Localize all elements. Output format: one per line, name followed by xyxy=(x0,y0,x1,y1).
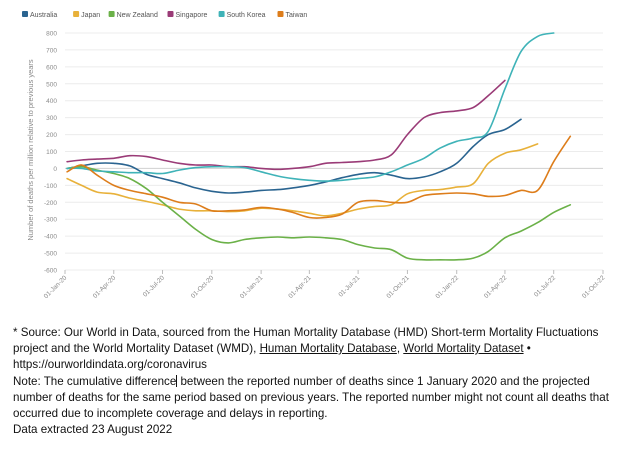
legend-item: Australia xyxy=(30,12,57,19)
series-lines xyxy=(66,32,572,261)
source-note: * Source: Our World in Data, sourced fro… xyxy=(13,326,599,372)
x-tick-label: 01-Apr-21 xyxy=(287,274,313,300)
x-tick-label: 01-Oct-20 xyxy=(190,274,216,300)
series-line-taiwan xyxy=(66,135,572,219)
legend-swatch xyxy=(22,11,28,17)
x-tick-label: 01-Oct-21 xyxy=(385,274,411,300)
y-tick-label: -400 xyxy=(44,234,57,241)
y-tick-label: 500 xyxy=(46,81,57,88)
x-tick-label: 01-Oct-22 xyxy=(581,274,607,300)
y-tick-label: 200 xyxy=(46,132,57,139)
y-tick-label: -200 xyxy=(44,200,57,207)
legend-item: Japan xyxy=(81,12,100,19)
y-tick-label: -300 xyxy=(44,217,57,224)
y-tick-label: -600 xyxy=(44,268,57,275)
hmd-link[interactable]: Human Mortality Database xyxy=(259,342,397,356)
grid-lines xyxy=(65,32,603,271)
x-tick-label: 01-Apr-20 xyxy=(92,274,118,300)
legend-swatch xyxy=(108,11,115,17)
y-tick-label: 100 xyxy=(46,149,57,156)
legend-item: South Korea xyxy=(227,12,266,19)
legend-swatch xyxy=(277,11,284,17)
y-tick-label: 700 xyxy=(46,47,57,54)
definition-note: Note: The cumulative difference between … xyxy=(13,374,609,421)
x-tick-label: 01-Jul-20 xyxy=(142,274,166,298)
deaths-line-chart: Australia Japan New Zealand Singapore South … xyxy=(22,11,607,300)
y-tick-label: 400 xyxy=(46,98,57,105)
series-line-singapore xyxy=(66,79,506,171)
extraction-date: Data extracted 23 August 2022 xyxy=(13,423,173,437)
series-line-new-zealand xyxy=(66,165,572,261)
y-tick-label: 300 xyxy=(46,115,57,122)
x-tick-label: 01-Jul-21 xyxy=(337,274,361,298)
y-axis-label: Number of deaths per million relative to… xyxy=(26,59,35,241)
x-tick-label: 01-Apr-22 xyxy=(483,274,509,300)
y-tick-label: 800 xyxy=(46,31,57,38)
legend-item: New Zealand xyxy=(117,12,158,19)
y-tick-label: -100 xyxy=(44,183,57,190)
text-cursor xyxy=(176,374,178,387)
legend-item: Singapore xyxy=(176,12,208,19)
y-axis-ticks: -600 -500 -400 -300 -200 -100 0 100 200 300 400 500… xyxy=(44,31,57,275)
legend-swatch xyxy=(218,11,225,17)
legend-swatch xyxy=(167,11,174,17)
chart-legend: Australia Japan New Zealand Singapore South … xyxy=(22,11,307,19)
x-tick-label: 01-Jan-21 xyxy=(239,274,265,300)
x-tick-label: 01-Jul-22 xyxy=(533,274,557,298)
x-axis-ticks: 01-Jan-20 01-Apr-20 01-Jul-20 01-Oct-20 01-J… xyxy=(43,270,607,300)
wmd-link[interactable]: World Mortality Dataset xyxy=(403,342,524,356)
legend-item: Taiwan xyxy=(286,12,308,19)
x-tick-label: 01-Jan-20 xyxy=(43,274,69,300)
series-line-japan xyxy=(66,143,539,217)
y-tick-label: -500 xyxy=(44,251,57,258)
x-tick-label: 01-Jan-22 xyxy=(434,274,460,300)
y-tick-label: 0 xyxy=(53,166,57,173)
series-line-south-korea xyxy=(66,32,555,182)
chart-notes: * Source: Our World in Data, sourced fro… xyxy=(13,325,613,438)
legend-swatch xyxy=(73,11,80,17)
y-tick-label: 600 xyxy=(46,64,57,71)
